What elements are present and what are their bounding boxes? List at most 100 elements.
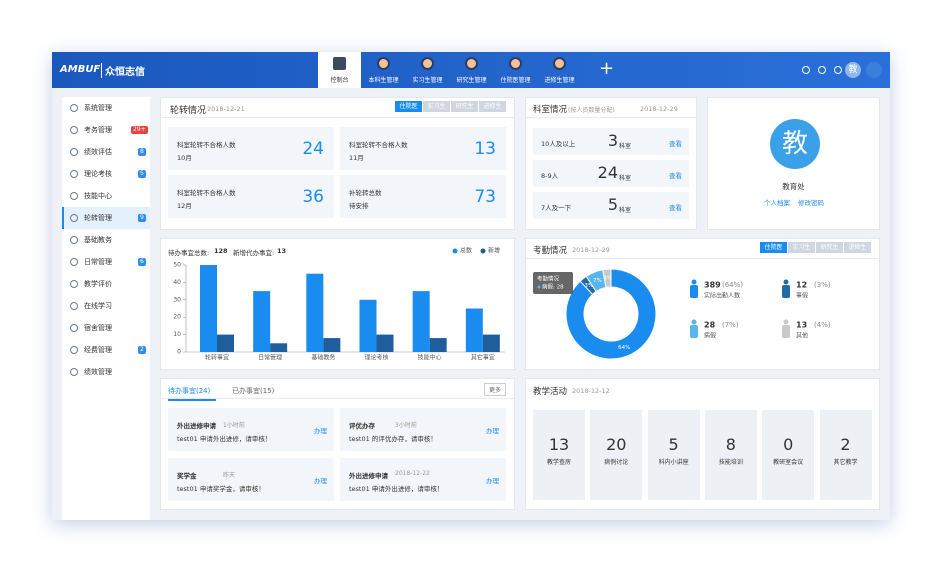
legend-percent: (4%) [814, 321, 831, 329]
todo-action[interactable]: 办理 [314, 427, 327, 435]
menu-icon [70, 368, 78, 376]
tab-icon [509, 57, 522, 70]
tab-label[interactable]: 实习生管理 [412, 77, 443, 84]
y-tick-label: 40 [173, 279, 181, 286]
todo-tab[interactable]: 待办事宜(24) [168, 386, 216, 401]
filter-button[interactable]: 住院医 [760, 242, 787, 253]
stat-sub: 12月 [177, 202, 192, 210]
tab-label[interactable]: 研究生管理 [456, 77, 487, 84]
menu-item[interactable] [62, 207, 150, 229]
bar [429, 338, 447, 352]
activity-card [819, 410, 872, 500]
activity-card [704, 410, 757, 500]
y-tick-label: 10 [173, 331, 181, 338]
activity-label: 技能培训 [718, 459, 743, 466]
tab-icon [465, 57, 478, 70]
logo: AMBUF [60, 64, 101, 75]
stat-label: 科室轮转不合格人数 [177, 141, 236, 149]
todo-action[interactable]: 办理 [486, 477, 499, 485]
filter-button[interactable]: 研究生 [451, 101, 478, 112]
activity-label: 教学查房 [546, 459, 571, 466]
menu-label[interactable]: 宿舍管理 [84, 324, 112, 332]
tooltip-dot [537, 285, 541, 289]
menu-badge: 6 [138, 258, 146, 266]
menu-icon [70, 148, 78, 156]
avatar[interactable]: 教 [845, 62, 861, 78]
dept-link[interactable]: 查看 [669, 140, 682, 148]
bar [465, 308, 483, 352]
tooltip-text: 病假: 28 [542, 283, 564, 291]
tab-label[interactable]: 控制台 [330, 77, 349, 84]
tab-label[interactable]: 本科生管理 [368, 77, 399, 84]
stat-label: 科室轮转不合格人数 [349, 141, 408, 149]
slice-label: 64% [618, 345, 630, 351]
legend-value: 12 [796, 281, 807, 290]
activity-card [533, 410, 585, 500]
menu-label[interactable]: 轮转管理 [84, 214, 112, 222]
filter-button[interactable]: 研究生 [816, 242, 843, 253]
person-head [691, 319, 697, 325]
menu-label[interactable]: 经费管理 [84, 346, 112, 354]
filter-button[interactable]: 进修生 [479, 101, 506, 112]
filter-button[interactable]: 进修生 [844, 242, 871, 253]
dept-unit: 科室 [619, 143, 632, 150]
tab-icon [553, 57, 566, 70]
bar [323, 338, 341, 352]
legend-value: 389 [704, 281, 721, 290]
person-head [783, 319, 789, 325]
menu-label[interactable]: 理论考核 [84, 170, 112, 178]
menu-button[interactable] [866, 62, 882, 78]
tooltip [533, 272, 573, 294]
dept-link[interactable]: 查看 [669, 172, 682, 180]
menu-label[interactable]: 绩效评估 [84, 148, 112, 156]
menu-label[interactable]: 系统管理 [84, 104, 112, 112]
dept-link[interactable]: 查看 [669, 204, 682, 212]
todo-tab[interactable]: 已办事宜(15) [232, 387, 275, 395]
todo-card [340, 408, 506, 451]
profile-link[interactable]: 个人档案 [764, 199, 790, 207]
profile-avatar: 教 [770, 119, 820, 169]
menu-label[interactable]: 在线学习 [84, 302, 112, 310]
menu-label[interactable]: 基础教务 [84, 236, 112, 244]
menu-label[interactable]: 考务管理 [84, 126, 112, 134]
more-button[interactable]: 更多 [484, 383, 507, 396]
person-body [690, 325, 698, 338]
donut-slice [565, 268, 657, 360]
person-body [690, 285, 698, 298]
dept-row [533, 160, 689, 187]
stat-label: 科室轮转不合格人数 [177, 189, 236, 197]
todo-action[interactable]: 办理 [314, 477, 327, 485]
panel-date: 2018-12-29 [640, 105, 678, 113]
panel-title: 考勤情况 [533, 246, 568, 256]
menu-label[interactable]: 技能中心 [84, 192, 112, 200]
menu-label[interactable]: 日常管理 [84, 258, 112, 266]
brand: 众恒志信 [101, 63, 145, 78]
activity-card [762, 410, 815, 500]
header-icon[interactable] [818, 66, 826, 74]
menu-icon [70, 214, 78, 222]
tab-label[interactable]: 进修生管理 [544, 77, 575, 84]
header-icon[interactable] [802, 66, 810, 74]
todo-title: 外出进修申请 [177, 422, 216, 430]
filter-button[interactable]: 住院医 [395, 101, 422, 112]
divider [160, 117, 515, 118]
stat-value: 13 [474, 139, 496, 159]
tab-label[interactable]: 住院医管理 [500, 77, 531, 84]
legend-percent: (3%) [814, 281, 831, 289]
profile-link[interactable]: 修改密码 [798, 199, 824, 207]
filter-button[interactable]: 实习生 [423, 101, 450, 112]
menu-label[interactable]: 教学评价 [84, 280, 112, 288]
todo-action[interactable]: 办理 [486, 427, 499, 435]
dept-value: 24 [597, 163, 618, 182]
stat-value: 73 [474, 187, 496, 207]
add-tab[interactable]: + [599, 58, 615, 79]
header-icon[interactable] [834, 66, 842, 74]
menu-label[interactable]: 绩效管理 [84, 368, 112, 376]
dept-unit: 科室 [619, 207, 632, 214]
menu-icon [70, 324, 78, 332]
todo-card [168, 458, 334, 501]
divider [160, 398, 515, 399]
filter-button[interactable]: 实习生 [788, 242, 815, 253]
activity-card [590, 410, 643, 500]
stat-card [168, 127, 334, 170]
